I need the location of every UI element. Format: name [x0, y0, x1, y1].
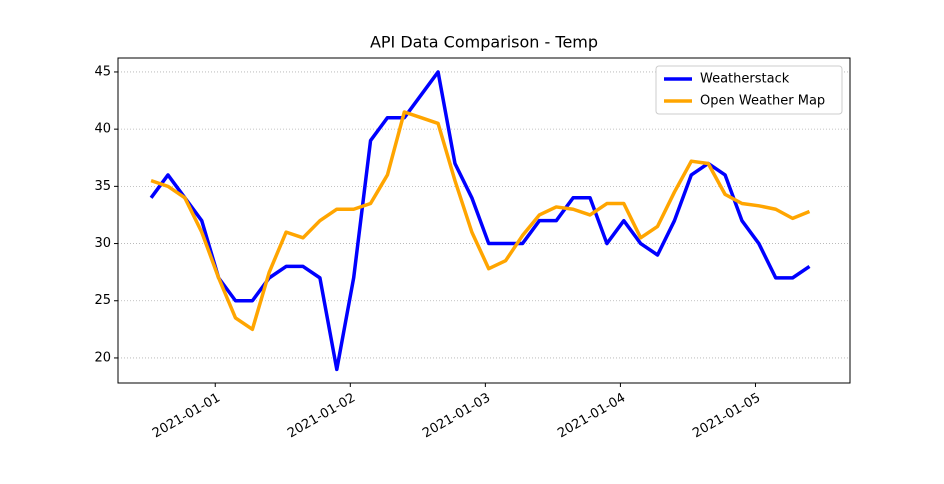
legend: Weatherstack Open Weather Map [655, 65, 843, 115]
legend-box [655, 65, 843, 115]
x-tick-label: 2021-01-02 [285, 391, 358, 442]
y-tick-label: 40 [94, 122, 111, 137]
legend-label: Weatherstack [700, 72, 790, 87]
y-tick-label: 45 [94, 64, 111, 79]
x-tick-label: 2021-01-01 [150, 391, 223, 442]
y-tick-label: 35 [94, 179, 111, 194]
x-tick-label: 2021-01-04 [555, 391, 628, 442]
y-tick-label: 20 [94, 350, 111, 365]
legend-label: Open Weather Map [700, 94, 825, 109]
line [149, 70, 811, 372]
x-tick-label: 2021-01-05 [690, 391, 763, 442]
y-tick-label: 30 [94, 236, 111, 251]
plot-frame [117, 57, 851, 384]
line [150, 110, 811, 332]
chart-title: API Data Comparison - Temp [370, 33, 598, 52]
x-tick-label: 2021-01-03 [420, 391, 493, 442]
y-tick-label: 25 [94, 293, 111, 308]
